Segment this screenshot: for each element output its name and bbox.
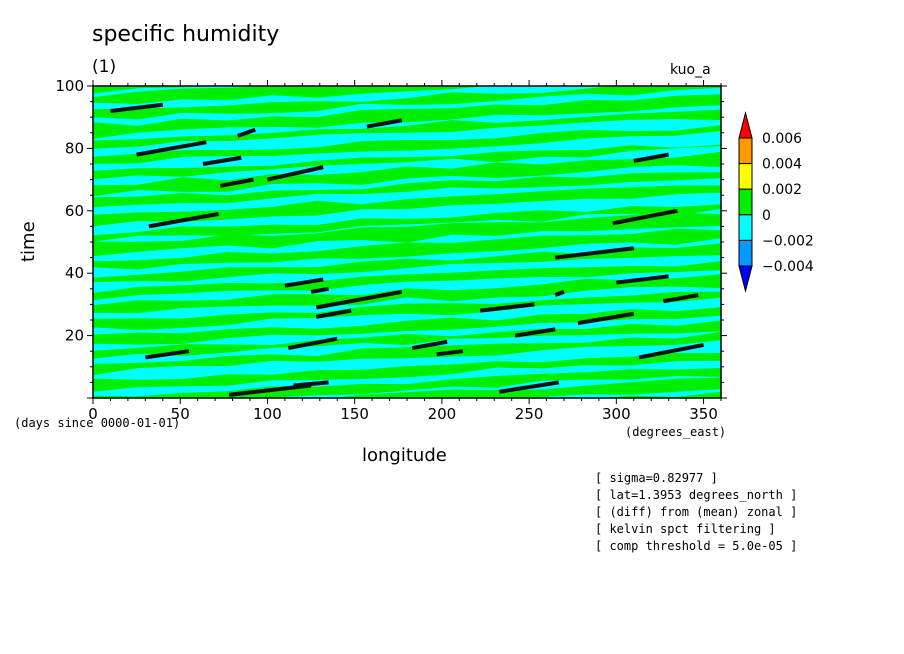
colorbar-swatch (738, 163, 753, 190)
positive-band (93, 144, 721, 180)
time-units: (days since 0000-01-01) (14, 416, 181, 430)
x-tick-label: 250 (515, 405, 544, 423)
x-axis-ticks: 0 50 100 150 200 250 300 350 (88, 80, 722, 423)
threshold-segment (310, 286, 329, 294)
threshold-segment (267, 165, 324, 182)
threshold-segment (514, 327, 556, 338)
y-tick-label: 40 (65, 264, 84, 282)
threshold-segment (219, 177, 254, 188)
threshold-segment (145, 349, 190, 360)
run-label: kuo_a (670, 62, 711, 78)
x-axis-units: (degrees_east) (625, 425, 727, 439)
threshold-segment (554, 290, 565, 297)
x-tick-label: 100 (253, 405, 282, 423)
positive-band (93, 307, 721, 345)
positive-band (93, 172, 721, 208)
positive-band (93, 353, 721, 392)
threshold-segment (315, 308, 352, 319)
chart-subtitle: (1) (92, 57, 117, 77)
colorbar-top-arrow (738, 111, 753, 139)
annotation-line: [ lat=1.3953 degrees_north ] (595, 488, 798, 502)
threshold-segment (612, 208, 678, 226)
positive-band (93, 243, 721, 283)
threshold-segment (110, 102, 164, 113)
annotation-line: [ comp threshold = 5.0e-05 ] (595, 539, 798, 553)
threshold-segment (293, 380, 329, 388)
positive-band (93, 86, 721, 120)
positive-band (93, 204, 721, 242)
threshold-segment (555, 246, 635, 260)
positive-band (93, 212, 721, 257)
positive-band (93, 86, 487, 104)
y-tick-label: 60 (65, 202, 84, 220)
positive-band (93, 320, 721, 359)
annotation-line: [ sigma=0.82977 ] (595, 471, 718, 485)
positive-band (93, 228, 721, 270)
y-axis-label: time (18, 221, 39, 262)
positive-band (331, 377, 721, 398)
threshold-segment (577, 311, 635, 326)
colorbar-label: −0.002 (762, 233, 814, 249)
positive-band (93, 185, 721, 227)
threshold-segment (663, 293, 699, 304)
positive-band (93, 94, 721, 139)
positive-band (93, 331, 721, 376)
colorbar-swatch (738, 214, 753, 241)
annotation-line: [ kelvin spct filtering ] (595, 522, 776, 536)
x-tick-label: 150 (340, 405, 369, 423)
threshold-segment (436, 349, 464, 357)
colorbar-swatch (738, 137, 753, 165)
threshold-segment (237, 127, 256, 138)
y-tick-label: 20 (65, 327, 84, 345)
threshold-segments (110, 102, 704, 397)
positive-band (93, 86, 235, 94)
x-tick-label: 50 (171, 405, 190, 423)
colorbar-bottom-arrow (738, 265, 753, 293)
y-tick-label: 100 (55, 77, 84, 95)
colorbar-label: 0.006 (762, 131, 802, 147)
x-tick-label: 0 (88, 405, 98, 423)
colorbar-swatch (738, 239, 753, 267)
threshold-segment (315, 289, 403, 310)
threshold-segment (148, 211, 219, 229)
x-axis-label: longitude (362, 445, 447, 466)
threshold-segment (616, 274, 669, 285)
threshold-segment (480, 302, 535, 313)
threshold-segment (288, 336, 338, 351)
x-tick-label: 300 (602, 405, 631, 423)
colorbar-label: 0.004 (762, 157, 802, 173)
annotation-line: [ (diff) from (mean) zonal ] (595, 505, 798, 519)
x-tick-label: 350 (689, 405, 718, 423)
threshold-segment (633, 152, 670, 163)
positive-band (93, 151, 721, 197)
threshold-segment (366, 118, 403, 129)
positive-band (93, 291, 721, 330)
threshold-segment (202, 155, 242, 166)
contour-bands (93, 86, 721, 398)
positive-band (93, 109, 721, 149)
colorbar-swatch (738, 188, 753, 216)
positive-band (602, 391, 721, 398)
threshold-segment (638, 342, 704, 360)
threshold-segment (136, 140, 207, 157)
x-tick-label: 200 (428, 405, 457, 423)
threshold-segment (499, 380, 560, 394)
colorbar-label: −0.004 (762, 259, 814, 275)
colorbar-label: 0 (762, 208, 771, 224)
colorbar-label: 0.002 (762, 182, 802, 198)
positive-band (93, 125, 721, 164)
colorbar: 0.006 0.004 0.002 0 −0.002 −0.004 (738, 111, 814, 293)
threshold-segment (411, 339, 448, 351)
threshold-segment (284, 277, 324, 288)
positive-band (93, 261, 721, 301)
chart-title: specific humidity (92, 22, 280, 47)
y-tick-label: 80 (65, 139, 84, 157)
annotation-block: [ sigma=0.82977 ] [ lat=1.3953 degrees_n… (595, 470, 797, 555)
y-axis-ticks: 20 40 60 80 100 (55, 77, 727, 399)
positive-band (93, 274, 721, 314)
